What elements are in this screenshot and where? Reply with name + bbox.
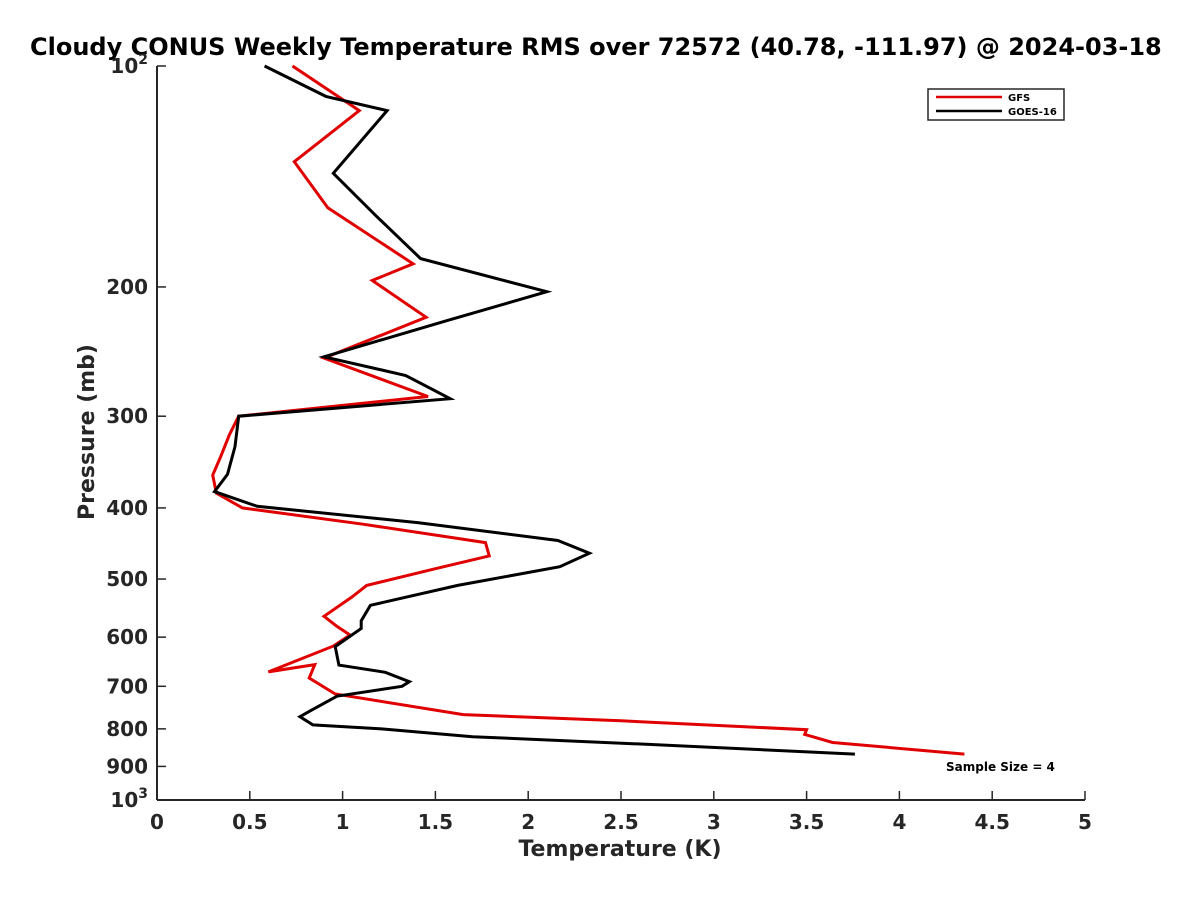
y-axis-label: Pressure (mb) (75, 344, 100, 520)
series-line-gfs (211, 64, 965, 756)
legend: GFS GOES-16 (927, 88, 1065, 121)
y-tick-label: 400 (106, 496, 148, 520)
y-tick-label: 900 (106, 754, 148, 778)
y-ticks: 102 200 300 400 500 600 700 800 900 103 (106, 52, 166, 812)
legend-label-gfs: GFS (1008, 93, 1030, 104)
y-tick-label: 800 (106, 717, 148, 741)
x-tick-label: 0 (150, 810, 164, 834)
x-tick-label: 4.5 (974, 810, 1009, 834)
x-tick-label: 2 (521, 810, 535, 834)
y-tick-label: 200 (106, 275, 148, 299)
x-tick-label: 3 (707, 810, 721, 834)
x-tick-label: 5 (1078, 810, 1092, 834)
x-ticks: 0 0.5 1 1.5 2 2.5 3 3.5 4 4.5 5 (150, 791, 1092, 834)
series-layer (211, 64, 965, 756)
sample-size-annotation: Sample Size = 4 (946, 760, 1055, 774)
x-tick-label: 0.5 (232, 810, 267, 834)
x-axis-label: Temperature (K) (518, 837, 721, 862)
y-tick-label: 600 (106, 625, 148, 649)
x-tick-label: 1 (336, 810, 350, 834)
y-tick-label: 102 (110, 52, 148, 78)
x-tick-label: 2.5 (603, 810, 638, 834)
legend-label-goes16: GOES-16 (1008, 107, 1057, 118)
x-tick-label: 1.5 (418, 810, 453, 834)
legend-box (927, 88, 1065, 121)
y-tick-label: 300 (106, 404, 148, 428)
series-line-goes16 (212, 64, 855, 756)
chart-title: Cloudy CONUS Weekly Temperature RMS over… (30, 33, 1162, 61)
x-tick-label: 3.5 (789, 810, 824, 834)
y-tick-label: 103 (110, 786, 148, 812)
y-tick-label: 500 (106, 567, 148, 591)
y-tick-label: 700 (106, 674, 148, 698)
x-tick-label: 4 (892, 810, 906, 834)
